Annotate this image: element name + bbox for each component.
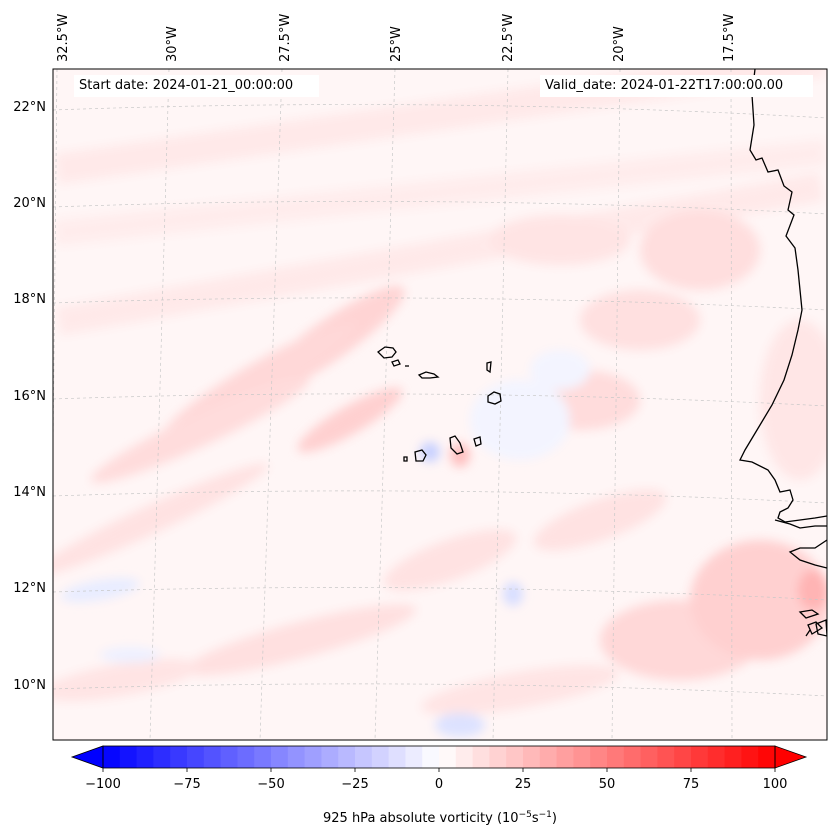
lat-label: 18°N [13, 292, 46, 307]
lat-label: 14°N [13, 485, 46, 500]
colorbar-segment [237, 746, 255, 768]
island-maio [473, 436, 482, 447]
colorbar-tick-label: 75 [683, 777, 700, 792]
colorbar-segment [321, 746, 339, 768]
colorbar-tick-label: −25 [341, 777, 368, 792]
colorbar-segment [304, 746, 322, 768]
colorbar-extend-min [70, 745, 104, 769]
colorbar-tick-label: 50 [599, 777, 616, 792]
valid-date-label: Valid_date: 2024-01-22T17:00:00.00 [540, 75, 813, 97]
latitude-labels: 22°N 20°N 18°N 16°N 14°N 12°N 10°N [13, 100, 46, 693]
colorbar-segment [119, 746, 137, 768]
colorbar-segment [355, 746, 373, 768]
colorbar-segment [573, 746, 591, 768]
lon-label: 30°W [165, 26, 180, 62]
colorbar-tick-label: 0 [435, 777, 443, 792]
lat-label: 12°N [13, 581, 46, 596]
colorbar: −100 −75 −50 −25 0 25 50 75 100 925 hPa absolute… [70, 745, 808, 826]
colorbar-segment [388, 746, 406, 768]
colorbar-segments [103, 746, 776, 768]
lat-label: 10°N [13, 678, 46, 693]
colorbar-segment [590, 746, 608, 768]
island-boa-vista [487, 391, 502, 405]
colorbar-segment [741, 746, 759, 768]
lon-label: 17.5°W [722, 14, 737, 62]
lon-label: 22.5°W [501, 14, 516, 62]
colorbar-segment [724, 746, 742, 768]
colorbar-segment [640, 746, 658, 768]
map-frame [52, 68, 828, 741]
lat-label: 22°N [13, 100, 46, 115]
colorbar-segment [220, 746, 238, 768]
colorbar-segment [371, 746, 389, 768]
colorbar-extend-max [774, 745, 808, 769]
colorbar-segment [103, 746, 121, 768]
lon-label: 25°W [389, 26, 404, 62]
colorbar-segment [203, 746, 221, 768]
colorbar-tick-label: 25 [515, 777, 532, 792]
colorbar-tick-label: −75 [173, 777, 200, 792]
colorbar-segment [439, 746, 457, 768]
colorbar-segment [539, 746, 557, 768]
colorbar-segment [472, 746, 490, 768]
guinea-bissau-coastline [788, 539, 827, 569]
colorbar-segment [691, 746, 709, 768]
start-date-label: Start date: 2024-01-21_00:00:00 [74, 75, 319, 97]
island-sao-vicente [391, 359, 401, 367]
lon-label: 32.5°W [56, 14, 71, 62]
colorbar-segment [707, 746, 725, 768]
colorbar-segment [136, 746, 154, 768]
guinea-islands [798, 609, 827, 637]
island-sao-nicolau [417, 371, 440, 379]
colorbar-segment [556, 746, 574, 768]
island-santiago [449, 435, 464, 455]
colorbar-tick-label: −50 [257, 777, 284, 792]
graticule [53, 69, 827, 740]
lon-label: 27.5°W [278, 14, 293, 62]
island-santo-antao [376, 346, 397, 359]
africa-coastline [739, 69, 827, 523]
lon-label: 20°W [612, 26, 627, 62]
colorbar-segment [187, 746, 205, 768]
colorbar-segment [758, 746, 776, 768]
colorbar-segment [405, 746, 423, 768]
colorbar-segment [287, 746, 305, 768]
colorbar-segment [254, 746, 272, 768]
cape-verde-islands [376, 346, 502, 462]
colorbar-segment [657, 746, 675, 768]
colorbar-segment [271, 746, 289, 768]
gambia-coastline [774, 519, 827, 529]
colorbar-segment [674, 746, 692, 768]
island-sal [486, 361, 492, 374]
longitude-labels: 32.5°W 30°W 27.5°W 25°W 22.5°W 20°W 17.5… [56, 14, 737, 62]
colorbar-segment [170, 746, 188, 768]
colorbar-tick-label: 100 [763, 777, 788, 792]
lat-label: 20°N [13, 196, 46, 211]
colorbar-segment [489, 746, 507, 768]
colorbar-segment [455, 746, 473, 768]
colorbar-label: 925 hPa absolute vorticity (10−5s−1) [323, 810, 557, 826]
colorbar-segment [523, 746, 541, 768]
colorbar-segment [422, 746, 440, 768]
colorbar-segment [623, 746, 641, 768]
island-fogo [414, 449, 427, 462]
vorticity-field [53, 69, 827, 740]
colorbar-tick-label: −100 [85, 777, 121, 792]
island-brava [403, 456, 408, 462]
colorbar-segment [153, 746, 171, 768]
colorbar-segment [506, 746, 524, 768]
colorbar-ticks: −100 −75 −50 −25 0 25 50 75 100 [85, 768, 787, 792]
colorbar-segment [338, 746, 356, 768]
colorbar-segment [607, 746, 625, 768]
coastline [739, 69, 827, 637]
lat-label: 16°N [13, 389, 46, 404]
